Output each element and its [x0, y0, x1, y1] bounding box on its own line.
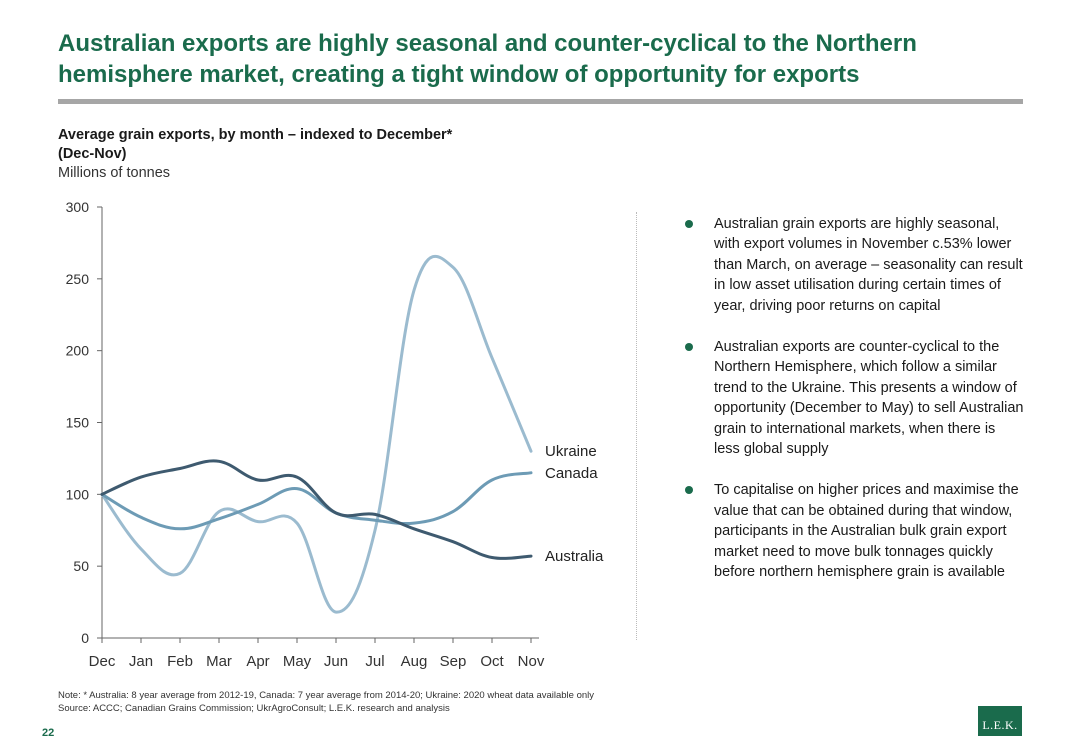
x-tick-label: Jul [365, 653, 384, 670]
bullet-list: Australian grain exports are highly seas… [684, 214, 1024, 583]
x-tick-label: Dec [89, 653, 116, 670]
x-tick-label: Nov [518, 653, 545, 670]
chart-units: Millions of tonnes [58, 165, 171, 181]
series-label-canada: Canada [545, 465, 598, 482]
series-line-canada [100, 471, 533, 531]
column-divider [636, 212, 637, 640]
bullet-item: To capitalise on higher prices and maxim… [684, 480, 1024, 582]
chart-heading: Average grain exports, by month – indexe… [58, 126, 452, 183]
x-tick-label: Sep [440, 653, 467, 670]
title-divider [58, 99, 1023, 104]
chart-title: Average grain exports, by month – indexe… [58, 127, 453, 143]
x-tick-label: Mar [206, 653, 232, 670]
bullet-dot-icon [685, 343, 693, 352]
footnote: Note: * Australia: 8 year average from 2… [58, 689, 594, 715]
bullet-item: Australian exports are counter-cyclical … [684, 337, 1024, 459]
x-tick-label: Oct [480, 653, 504, 670]
x-tick-label: Feb [167, 653, 193, 670]
bullet-dot-icon [685, 220, 693, 228]
x-tick-label: Jan [129, 653, 153, 670]
slide-title: Australian exports are highly seasonal a… [58, 30, 917, 88]
y-tick-label: 200 [66, 343, 90, 359]
x-tick-label: May [283, 653, 312, 670]
y-tick-label: 100 [66, 486, 90, 502]
y-tick-label: 150 [66, 415, 90, 431]
note-text: Note: * Australia: 8 year average from 2… [58, 690, 595, 701]
source-text: Source: ACCC; Canadian Grains Commission… [58, 703, 450, 714]
x-tick-label: Apr [246, 653, 269, 670]
y-tick-label: 250 [66, 271, 90, 287]
series-label-ukraine: Ukraine [545, 443, 597, 460]
series-line-australia [100, 459, 533, 560]
line-chart: 0 50 100 150 200 250 300 Dec Jan Feb Mar Apr May Jun J… [66, 199, 604, 670]
y-tick-label: 50 [73, 558, 89, 574]
y-tick-label: 300 [66, 199, 90, 215]
lek-logo: L.E.K. [978, 706, 1022, 736]
chart-subtitle: (Dec-Nov) [58, 146, 127, 162]
series-line-ukraine [100, 255, 533, 614]
y-tick-label: 0 [81, 630, 89, 646]
logo-text: L.E.K. [982, 718, 1018, 732]
bullet-item: Australian grain exports are highly seas… [684, 214, 1024, 316]
page-number: 22 [42, 727, 55, 739]
x-tick-label: Jun [324, 653, 348, 670]
bullet-dot-icon [685, 486, 693, 495]
x-tick-label: Aug [401, 653, 428, 670]
series-label-australia: Australia [545, 548, 604, 565]
